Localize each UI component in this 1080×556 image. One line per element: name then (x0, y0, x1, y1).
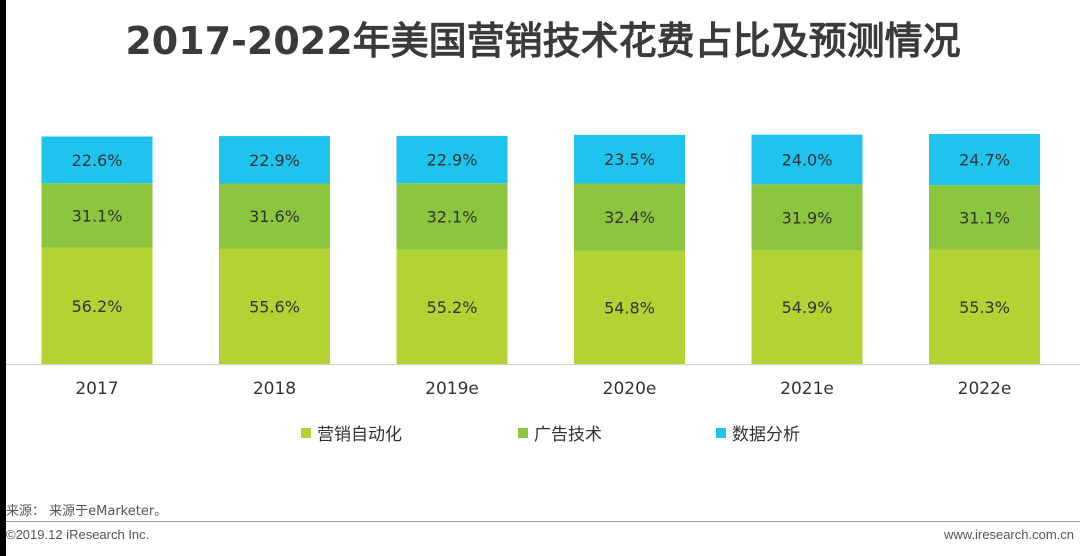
bar-segment (219, 248, 330, 364)
bar-segment (41, 183, 153, 248)
legend-swatch (518, 427, 528, 438)
data-label: 31.6% (249, 207, 300, 226)
data-label: 22.9% (249, 151, 300, 170)
bar-segment (929, 134, 1040, 186)
bar-segment (751, 134, 863, 185)
bar-segment (396, 135, 508, 184)
data-label: 31.9% (782, 208, 833, 227)
data-label: 32.4% (604, 208, 655, 227)
bar-segment (219, 136, 330, 184)
bar-segment (929, 185, 1040, 250)
x-tick-label: 2020e (603, 379, 657, 399)
data-label: 31.1% (959, 208, 1010, 227)
bar-segment (396, 249, 508, 364)
legend-item: 广告技术 (518, 420, 602, 445)
copyright: ©2019.12 iResearch Inc. (6, 527, 150, 542)
legend-label: 数据分析 (732, 425, 800, 445)
data-label: 22.9% (427, 151, 478, 170)
bar-segment (751, 184, 863, 251)
data-label: 55.2% (427, 298, 478, 317)
page: 2017-2022年美国营销技术花费占比及预测情况 56.2% 31.1% 22.6… (6, 0, 1080, 556)
bar-segment (41, 247, 153, 364)
data-label: 55.6% (249, 297, 300, 316)
source-note: 来源： 来源于eMarketer。 (6, 504, 168, 519)
chart-title: 2017-2022年美国营销技术花费占比及预测情况 (125, 19, 961, 63)
website-link[interactable]: www.iresearch.com.cn (943, 527, 1074, 542)
data-label: 23.5% (604, 150, 655, 169)
bar-segment (751, 250, 863, 364)
x-tick-label: 2019e (425, 379, 479, 399)
bar-segment (574, 183, 685, 251)
data-label: 32.1% (427, 208, 478, 227)
legend: 营销自动化 广告技术 数据分析 (6, 420, 1080, 446)
x-tick-label: 2022e (958, 379, 1012, 399)
bar-segment (396, 183, 508, 250)
data-label: 54.8% (604, 298, 655, 317)
bar-segment (574, 250, 685, 364)
legend-swatch (716, 427, 726, 438)
data-label: 55.3% (959, 298, 1010, 317)
legend-swatch (301, 427, 311, 438)
data-label: 54.9% (782, 298, 833, 317)
bar-segment (929, 249, 1040, 364)
bar-segment (219, 183, 330, 249)
stacked-bar-chart: 56.2% 31.1% 22.6% 2017 55.6% 31.6% 22.9% 2018 55… (6, 134, 1080, 399)
data-label: 24.0% (782, 150, 833, 169)
legend-item: 数据分析 (716, 420, 800, 445)
data-label: 24.7% (959, 151, 1010, 170)
footer-divider (6, 521, 1080, 522)
legend-label: 营销自动化 (317, 425, 402, 445)
x-tick-label: 2021e (780, 379, 834, 399)
data-label: 56.2% (72, 297, 123, 316)
bar-segment (41, 136, 153, 184)
bar-segment (574, 134, 685, 184)
x-tick-label: 2018 (253, 379, 296, 399)
data-label: 22.6% (72, 151, 123, 170)
x-tick-label: 2017 (75, 379, 118, 399)
legend-item: 营销自动化 (301, 420, 402, 445)
data-label: 31.1% (72, 206, 123, 225)
legend-label: 广告技术 (534, 425, 602, 445)
